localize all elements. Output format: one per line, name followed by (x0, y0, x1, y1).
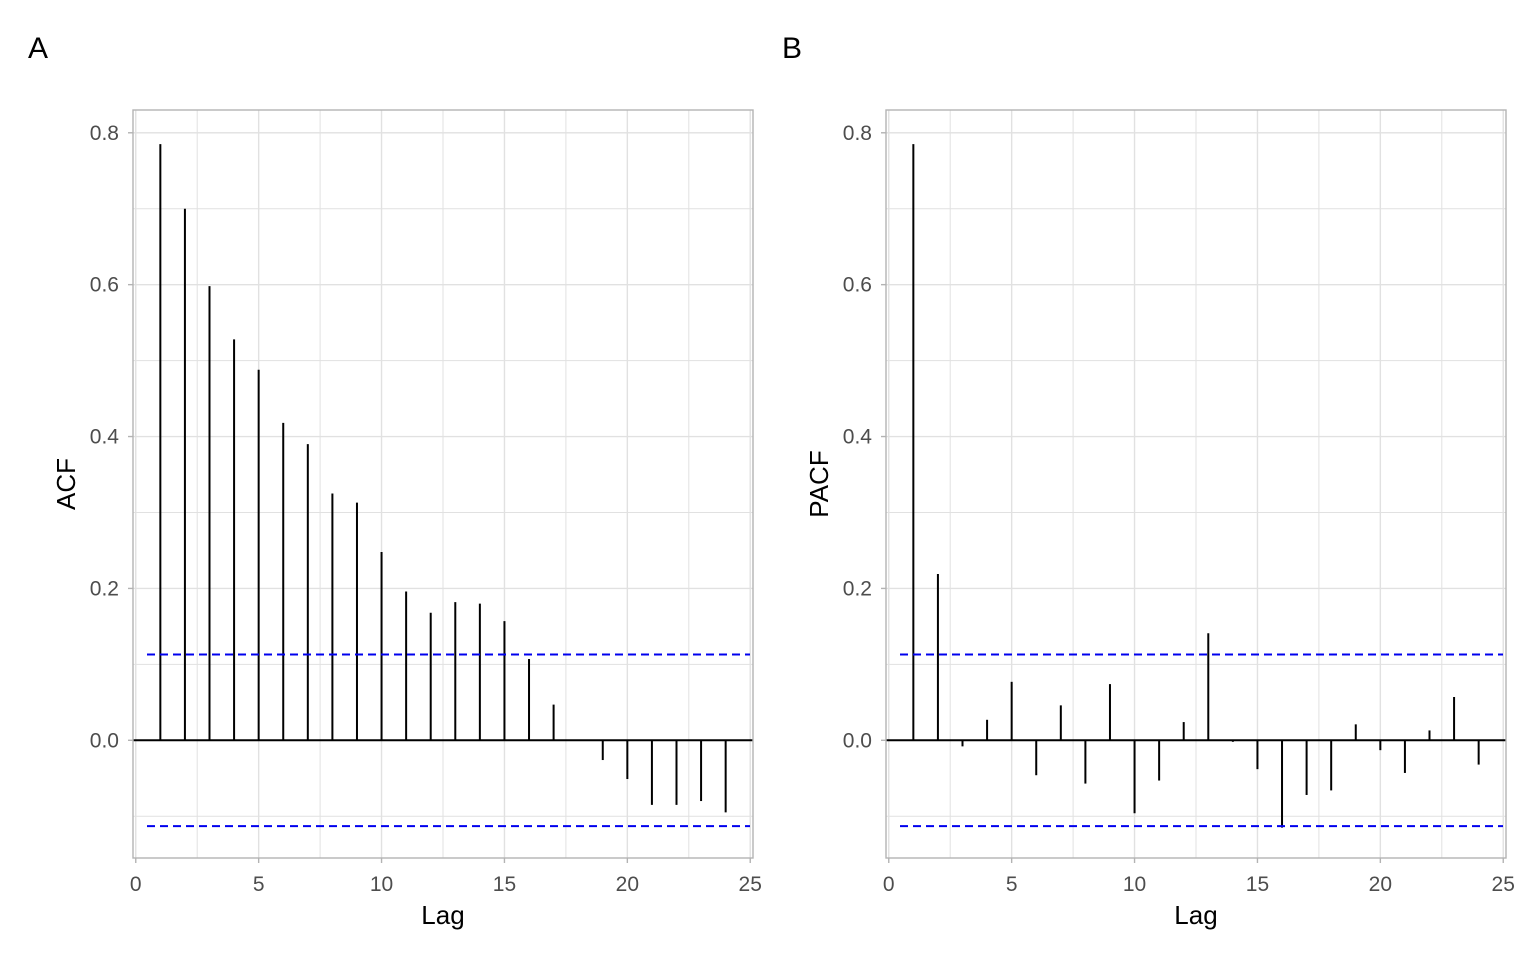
panel-tag-b: B (782, 32, 802, 65)
acf-xtick-label: 10 (370, 873, 393, 896)
pacf-xtick-label: 15 (1246, 873, 1269, 896)
panel-a: A 0.0 0.2 0.4 0.6 0.8 0 5 10 15 20 25 Lag ACF (28, 32, 762, 930)
pacf-xtick-label: 25 (1492, 873, 1515, 896)
panel-b: B 0.0 0.2 0.4 0.6 0.8 0 5 10 15 20 25 Lag PACF (782, 32, 1515, 930)
acf-xtick-label: 15 (493, 873, 516, 896)
acf-ytick-label: 0.2 (90, 577, 119, 600)
acf-panel-border (132, 109, 754, 859)
acf-xtick-label: 20 (616, 873, 639, 896)
pacf-xtick-label: 10 (1123, 873, 1146, 896)
pacf-ytick-label: 0.0 (843, 729, 872, 752)
pacf-plot: 0.0 0.2 0.4 0.6 0.8 0 5 10 15 20 25 (843, 109, 1515, 896)
pacf-ytick-label: 0.4 (843, 426, 873, 449)
pacf-ytick-label: 0.8 (843, 122, 872, 145)
acf-xtick-label: 25 (739, 873, 762, 896)
acf-plot: 0.0 0.2 0.4 0.6 0.8 0 5 10 15 20 25 (90, 109, 762, 896)
pacf-xtick-label: 0 (883, 873, 895, 896)
pacf-xtick-label: 20 (1369, 873, 1392, 896)
acf-ytick-label: 0.8 (90, 122, 119, 145)
acf-ytick-label: 0.0 (90, 729, 119, 752)
acf-xlabel: Lag (421, 900, 464, 930)
pacf-ytick-label: 0.2 (843, 577, 872, 600)
acf-xtick-label: 0 (130, 873, 142, 896)
acf-ylabel: ACF (51, 458, 81, 510)
acf-ytick-label: 0.4 (90, 426, 120, 449)
pacf-xtick-label: 5 (1006, 873, 1018, 896)
pacf-xlabel: Lag (1174, 900, 1217, 930)
panel-tag-a: A (28, 32, 48, 65)
acf-ytick-label: 0.6 (90, 274, 119, 297)
acf-xtick-label: 5 (253, 873, 265, 896)
pacf-ylabel: PACF (804, 450, 834, 517)
pacf-panel-border (885, 109, 1507, 859)
pacf-ytick-label: 0.6 (843, 274, 872, 297)
